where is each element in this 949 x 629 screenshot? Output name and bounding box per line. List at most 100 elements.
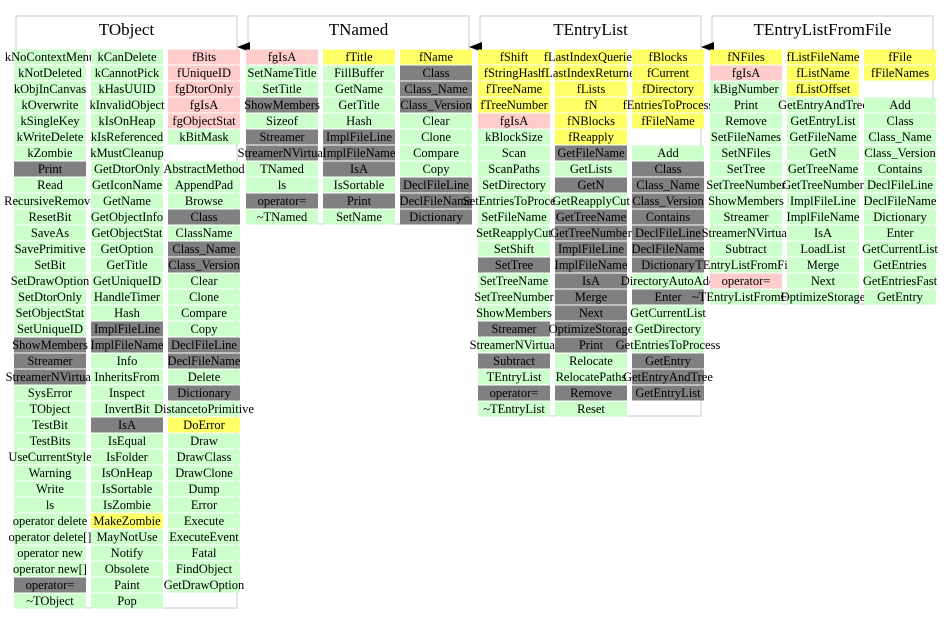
member-cell (91, 433, 163, 449)
member-cell (91, 321, 163, 337)
member-cell (168, 225, 240, 241)
member-cell (323, 49, 395, 65)
member-cell (787, 193, 859, 209)
member-name: Sizeof (266, 114, 299, 128)
member-cell (555, 353, 627, 369)
member-cell (168, 353, 240, 369)
member-name: operator= (258, 194, 307, 208)
member-cell (246, 145, 318, 161)
member-name: DrawClone (175, 466, 233, 480)
member-name: Class_Version (400, 98, 472, 112)
member-cell (864, 65, 936, 81)
member-name: GetEntriesToProcess (616, 338, 721, 352)
member-cell (168, 433, 240, 449)
member-name: GetCurrentList (862, 242, 938, 256)
member-cell (91, 257, 163, 273)
member-cell (246, 129, 318, 145)
member-cell (787, 161, 859, 177)
member-name: fgIsA (268, 50, 296, 64)
member-cell (91, 289, 163, 305)
member-cell (14, 209, 86, 225)
member-cell (632, 81, 704, 97)
member-name: fListFileName (787, 50, 860, 64)
member-name: Obsolete (105, 562, 150, 576)
member-name: kOverwrite (22, 98, 79, 112)
member-name: GetObjectInfo (91, 210, 163, 224)
member-name: Clone (189, 290, 219, 304)
member-name: SetShift (494, 242, 535, 256)
member-cell (91, 561, 163, 577)
member-name: fUniqueID (177, 66, 231, 80)
member-name: AppendPad (175, 178, 234, 192)
member-name: SetFileName (481, 210, 547, 224)
member-cell (91, 401, 163, 417)
member-name: SetTree (727, 162, 766, 176)
member-name: GetName (335, 82, 383, 96)
member-name: ShowMembers (244, 98, 320, 112)
member-name: fShift (500, 50, 529, 64)
member-cell (91, 385, 163, 401)
member-cell (14, 177, 86, 193)
member-cell (168, 113, 240, 129)
member-name: StreamerNVirtual (702, 226, 791, 240)
member-name: GetN (809, 146, 836, 160)
member-name: OptimizeStorage (781, 290, 866, 304)
member-cell (14, 145, 86, 161)
member-name: SetDtorOnly (18, 290, 83, 304)
member-cell (400, 113, 472, 129)
member-cell (14, 465, 86, 481)
member-cell (787, 129, 859, 145)
member-name: SavePrimitive (15, 242, 86, 256)
member-name: StreamerNVirtual (6, 370, 95, 384)
member-name: GetEntryAndTree (778, 98, 868, 112)
member-name: Class_Name (868, 130, 932, 144)
member-cell (91, 97, 163, 113)
member-name: GetObjectStat (92, 226, 163, 240)
member-cell (168, 97, 240, 113)
member-cell (168, 193, 240, 209)
member-name: IsSortable (334, 178, 385, 192)
member-name: kZombie (27, 146, 73, 160)
member-cell (632, 225, 704, 241)
member-cell (632, 177, 704, 193)
member-name: IsA (814, 226, 832, 240)
member-name: IsOnHeap (102, 466, 153, 480)
member-cell (91, 529, 163, 545)
member-name: SysError (28, 386, 73, 400)
member-name: IsEqual (108, 434, 147, 448)
member-name: fReapply (568, 130, 615, 144)
member-name: GetReapplyCut (552, 194, 630, 208)
member-name: Enter (654, 290, 682, 304)
member-cell (787, 225, 859, 241)
member-cell (14, 161, 86, 177)
member-cell (91, 161, 163, 177)
member-cell (555, 49, 627, 65)
member-cell (400, 97, 472, 113)
member-name: Fatal (192, 546, 218, 560)
member-name: Merge (807, 258, 840, 272)
member-name: GetFileName (557, 146, 625, 160)
member-cell (710, 97, 782, 113)
member-name: ClassName (176, 226, 233, 240)
member-cell (14, 513, 86, 529)
member-name: DistancetoPrimitive (154, 402, 254, 416)
member-name: kSingleKey (20, 114, 80, 128)
member-cell (91, 449, 163, 465)
member-cell (14, 289, 86, 305)
member-cell (91, 545, 163, 561)
member-cell (246, 209, 318, 225)
member-cell (168, 529, 240, 545)
member-name: StreamerNVirtual (470, 338, 559, 352)
member-name: Remove (725, 114, 767, 128)
member-cell (91, 113, 163, 129)
member-cell (555, 369, 627, 385)
member-name: TEntryList (487, 370, 542, 384)
member-name: kObjInCanvas (14, 82, 86, 96)
member-cell (478, 97, 550, 113)
member-name: fLists (577, 82, 606, 96)
member-name: RelocatePaths (556, 370, 627, 384)
member-name: GetEntriesFast (863, 274, 938, 288)
member-name: ImplFileLine (326, 130, 392, 144)
member-cell (400, 65, 472, 81)
member-cell (632, 257, 704, 273)
